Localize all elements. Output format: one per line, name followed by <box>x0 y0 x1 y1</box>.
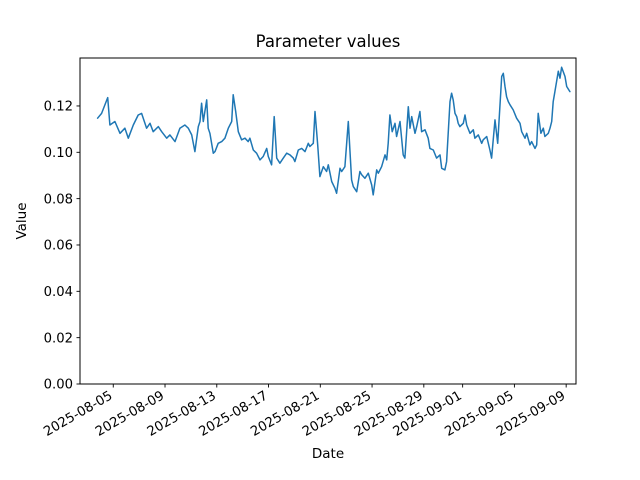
y-tick-label: 0.02 <box>44 331 73 346</box>
y-tick-label: 0.00 <box>44 378 73 393</box>
y-tick-label: 0.06 <box>44 239 73 254</box>
data-line-parameter-values <box>96 66 571 196</box>
y-tick-label: 0.12 <box>44 100 73 115</box>
x-axis-label: Date <box>311 446 345 462</box>
axes-spines <box>79 57 577 385</box>
y-tick-label: 0.04 <box>44 285 73 300</box>
y-tick-label: 0.10 <box>44 146 73 161</box>
chart-title: Parameter values <box>255 32 401 51</box>
y-tick-label: 0.08 <box>44 192 73 207</box>
y-axis-label: Value <box>14 202 30 240</box>
